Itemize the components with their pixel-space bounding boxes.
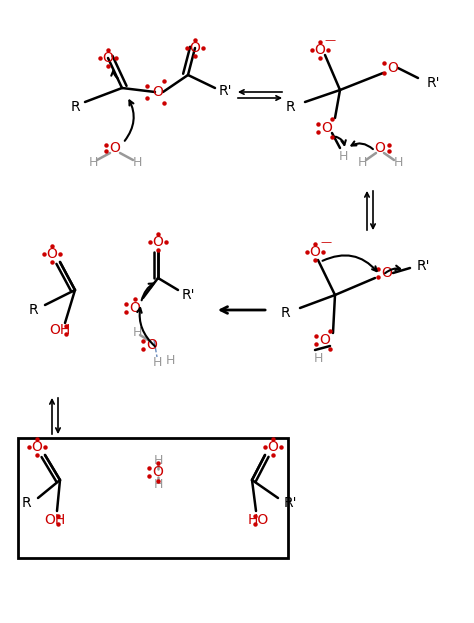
Bar bbox=[18, 438, 288, 558]
Text: H: H bbox=[313, 351, 323, 364]
Text: —: — bbox=[324, 35, 336, 45]
Text: O: O bbox=[129, 301, 140, 315]
Text: H: H bbox=[357, 156, 367, 169]
Text: H: H bbox=[153, 454, 163, 467]
Text: R': R' bbox=[426, 76, 440, 90]
Text: —: — bbox=[320, 237, 331, 247]
Text: H: H bbox=[338, 150, 348, 163]
Text: O: O bbox=[374, 141, 385, 155]
Text: O: O bbox=[109, 141, 120, 155]
Text: O: O bbox=[102, 51, 113, 65]
Text: R: R bbox=[70, 100, 80, 114]
Text: R: R bbox=[280, 306, 290, 320]
Text: R': R' bbox=[181, 288, 195, 302]
Text: H: H bbox=[393, 156, 403, 169]
Text: H: H bbox=[132, 156, 142, 169]
Text: O: O bbox=[267, 440, 278, 454]
Text: OH: OH bbox=[49, 323, 71, 337]
Text: R': R' bbox=[416, 259, 430, 273]
Text: O: O bbox=[32, 440, 43, 454]
Text: O: O bbox=[315, 43, 326, 57]
Text: O: O bbox=[190, 41, 201, 55]
Text: O: O bbox=[321, 121, 332, 135]
Text: O: O bbox=[153, 465, 164, 479]
Text: R': R' bbox=[218, 84, 232, 98]
Text: R': R' bbox=[283, 496, 297, 510]
Text: O: O bbox=[319, 333, 330, 347]
Text: R: R bbox=[285, 100, 295, 114]
Text: O: O bbox=[388, 61, 399, 75]
Text: O: O bbox=[382, 266, 392, 280]
Text: H: H bbox=[152, 356, 162, 369]
Text: OH: OH bbox=[45, 513, 65, 527]
Text: R: R bbox=[28, 303, 38, 317]
Text: H: H bbox=[132, 326, 142, 340]
Text: HO: HO bbox=[247, 513, 269, 527]
Text: O: O bbox=[153, 235, 164, 249]
Text: O: O bbox=[146, 338, 157, 352]
Text: O: O bbox=[310, 245, 320, 259]
Text: O: O bbox=[153, 85, 164, 99]
Text: O: O bbox=[46, 247, 57, 261]
Text: R: R bbox=[21, 496, 31, 510]
Text: H: H bbox=[88, 156, 98, 169]
Text: H: H bbox=[165, 353, 175, 366]
Text: H: H bbox=[153, 477, 163, 490]
